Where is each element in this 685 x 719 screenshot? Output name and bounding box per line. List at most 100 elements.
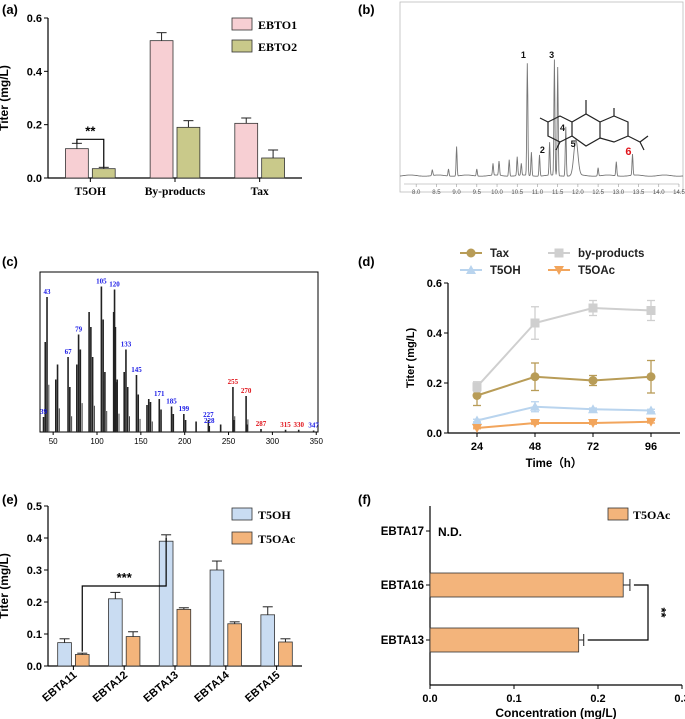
legend-label: T5OAc bbox=[258, 532, 296, 546]
legend-label: by-products bbox=[578, 248, 644, 260]
ion-label: 270 bbox=[241, 387, 252, 395]
bar bbox=[176, 608, 192, 667]
x-tick-label: 24 bbox=[471, 441, 484, 453]
bar bbox=[108, 598, 123, 667]
x-category-label: T5OH bbox=[75, 186, 106, 198]
x-tick-label: 9.5 bbox=[473, 190, 482, 196]
panel-c-mass-spectrum: 50 100 150 200 250 300 350 43 67 79 105 120 133 145 17… bbox=[39, 271, 323, 446]
bar bbox=[227, 623, 242, 667]
x-category-label: By-products bbox=[145, 186, 206, 198]
plot-frame bbox=[39, 271, 319, 433]
ion-label: 255 bbox=[228, 378, 239, 386]
y-axis-label: Titer (mg/L) bbox=[405, 328, 417, 389]
peak-label: 4 bbox=[560, 123, 565, 133]
bar bbox=[125, 636, 141, 667]
x-axis-label: Concentration (mg/L) bbox=[495, 706, 616, 719]
x-tick-label: 8.0 bbox=[412, 190, 421, 196]
significance-bracket bbox=[76, 138, 105, 168]
data-point bbox=[554, 248, 564, 258]
x-tick-label: 250 bbox=[222, 437, 236, 446]
x-category-label: EBTA15 bbox=[243, 669, 282, 705]
series-t5oac bbox=[472, 417, 656, 433]
bar bbox=[429, 572, 624, 598]
y-axis-label: Titer (mg/L) bbox=[0, 65, 11, 131]
panel-label-e: (e) bbox=[2, 492, 18, 507]
panel-b-chromatogram: 8.0 8.5 9.0 9.5 10.0 10.5 11.0 11.5 12.0 12.5 13.0… bbox=[399, 1, 685, 196]
panel-e-bar-chart: 0.0 0.1 0.2 0.3 0.4 0.5 EBTA11 EBTA12 EBTA13 EBTA… bbox=[0, 501, 302, 705]
x-tick-label: 0.0 bbox=[422, 693, 437, 705]
data-point bbox=[472, 424, 482, 433]
y-tick-label: 0.0 bbox=[427, 428, 442, 440]
significance-bracket bbox=[81, 538, 167, 652]
ion-label: 347 bbox=[308, 422, 319, 430]
data-point bbox=[472, 382, 482, 392]
x-tick-label: 50 bbox=[49, 437, 58, 446]
peak-label: 5 bbox=[571, 139, 576, 149]
legend-swatch bbox=[231, 17, 253, 31]
x-tick-label: 11.5 bbox=[552, 190, 564, 196]
data-point bbox=[646, 306, 656, 315]
ion-label: 330 bbox=[293, 421, 304, 429]
data-point bbox=[466, 265, 476, 274]
legend-label: EBTO1 bbox=[258, 18, 297, 32]
x-tick-label: 13.5 bbox=[633, 190, 645, 196]
peak-label: 2 bbox=[540, 145, 545, 155]
ring-3 bbox=[599, 115, 629, 143]
legend-swatch bbox=[231, 39, 253, 53]
bar bbox=[75, 654, 90, 667]
x-tick-label: 100 bbox=[90, 437, 104, 446]
x-tick-label: 48 bbox=[529, 441, 541, 453]
series-line bbox=[476, 375, 652, 397]
data-point bbox=[554, 266, 564, 275]
y-tick-label: 0.4 bbox=[427, 328, 443, 340]
ring-2 bbox=[571, 113, 601, 147]
y-tick-label: 0.2 bbox=[427, 378, 442, 390]
series-line bbox=[476, 420, 652, 429]
significance-bracket bbox=[587, 584, 649, 641]
bar bbox=[209, 569, 225, 667]
panel-d-time-course: 0.0 0.2 0.4 0.6 24 48 72 96 Tax by-products T5OH T5… bbox=[405, 248, 680, 470]
ion-label: 79 bbox=[75, 326, 83, 334]
y-axis-label: Titer (mg/L) bbox=[0, 553, 11, 619]
x-tick-label: 12.5 bbox=[592, 190, 604, 196]
data-point bbox=[472, 391, 482, 400]
y-tick-label: 0.6 bbox=[27, 13, 42, 25]
x-axis-label: Time（h） bbox=[526, 456, 583, 470]
data-point bbox=[588, 419, 598, 428]
bar bbox=[65, 148, 89, 179]
ion-label: 185 bbox=[166, 398, 177, 406]
y-tick-label: 0.3 bbox=[27, 565, 42, 577]
bar bbox=[149, 40, 174, 179]
legend-label: EBTO2 bbox=[258, 40, 297, 54]
significance-mark: ** bbox=[654, 607, 669, 618]
not-detected-label: N.D. bbox=[438, 525, 462, 539]
series-line bbox=[476, 306, 652, 388]
data-point bbox=[530, 318, 540, 328]
ion-label: 67 bbox=[65, 348, 73, 356]
plot-frame bbox=[399, 1, 684, 193]
peak-label: 6 bbox=[625, 146, 631, 158]
series-t5oh bbox=[472, 401, 656, 425]
x-tick-label: 200 bbox=[178, 437, 192, 446]
x-tick-label: 10.0 bbox=[491, 190, 503, 196]
ion-label: 171 bbox=[154, 390, 165, 398]
y-tick-label: 0.6 bbox=[427, 278, 442, 290]
legend-label: T5OH bbox=[490, 265, 521, 277]
ion-label: 105 bbox=[96, 278, 107, 286]
significance-mark: ** bbox=[85, 123, 96, 138]
bar bbox=[278, 641, 293, 667]
y-tick-label: 0.4 bbox=[27, 66, 43, 78]
legend-label: T5OAc bbox=[578, 265, 616, 277]
y-tick-label: 0.0 bbox=[27, 173, 42, 185]
y-tick-label: 0.0 bbox=[27, 661, 42, 673]
panel-label-c: (c) bbox=[2, 254, 18, 269]
ion-label: 287 bbox=[256, 420, 267, 428]
data-point bbox=[646, 417, 656, 427]
bar bbox=[57, 642, 72, 667]
bar bbox=[176, 126, 201, 179]
data-point bbox=[472, 415, 482, 425]
legend-swatch bbox=[231, 531, 253, 545]
ion-label: 145 bbox=[131, 366, 142, 374]
x-tick-label: 300 bbox=[266, 437, 280, 446]
x-tick-label: 150 bbox=[134, 437, 148, 446]
